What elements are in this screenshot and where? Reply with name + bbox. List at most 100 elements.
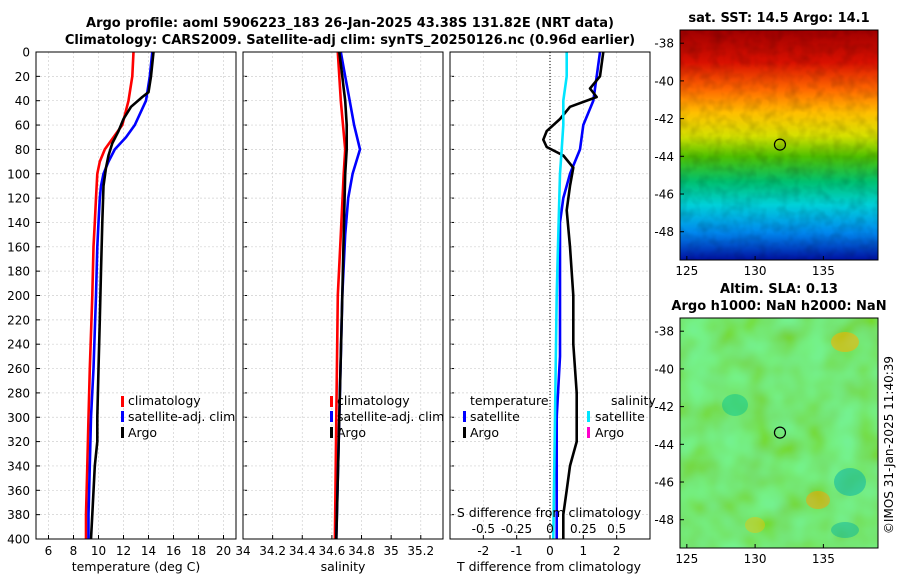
salinity-xlabel: salinity <box>321 559 366 574</box>
depth-tick-label: 40 <box>15 94 30 108</box>
legend3-s-argo-label: Argo <box>595 425 624 440</box>
x-tick-label: 10 <box>91 544 106 558</box>
depth-tick-label: 380 <box>7 508 30 522</box>
figure-title-line2: Climatology: CARS2009. Satellite-adj cli… <box>65 33 635 48</box>
legend2-argo-swatch <box>330 427 333 438</box>
sla-low-blob <box>831 522 859 538</box>
legend2-climatology-swatch <box>330 396 333 407</box>
salinity-frame <box>242 51 444 540</box>
x-tick-label: 8 <box>70 544 78 558</box>
sla-map-title: Altim. SLA: 0.13 <box>720 282 838 297</box>
series-line-argo <box>89 51 155 540</box>
s-tick-label: 0 <box>546 522 554 536</box>
depth-tick-label: 180 <box>7 265 30 279</box>
x-tick-label: 0 <box>546 544 554 558</box>
legend2-satellite-label: satellite-adj. clim <box>337 409 444 424</box>
sla-high-blob <box>831 332 859 352</box>
s-tick-label: 0.5 <box>607 522 626 536</box>
lat-tick-label: -46 <box>654 188 674 202</box>
legend3-s-satellite-swatch <box>587 411 590 422</box>
temperature-xlabel: temperature (deg C) <box>72 559 201 574</box>
sla-texture <box>680 318 878 548</box>
lon-tick-label: 125 <box>675 552 698 566</box>
x-tick-label: 35.2 <box>407 544 434 558</box>
depth-tick-label: 120 <box>7 192 30 206</box>
legend-argo-label: Argo <box>128 425 157 440</box>
depth-tick-label: 360 <box>7 484 30 498</box>
x-tick-label: 34.4 <box>289 544 316 558</box>
difference-legend: temperature salinity satellite Argo sate… <box>463 393 656 440</box>
lat-tick-label: -46 <box>654 476 674 490</box>
salinity-x-axis: 34 34.2 34.4 34.6 34.8 35 35.2 <box>235 535 434 558</box>
legend-satellite-label: satellite-adj. clim <box>128 409 235 424</box>
legend3-argo-swatch <box>463 427 466 438</box>
depth-tick-label: 280 <box>7 386 30 400</box>
sst-map-axes: -38 -40 -42 -44 -46 -48 125 130 135 <box>654 37 834 278</box>
temperature-legend: climatology satellite-adj. clim Argo <box>121 393 235 440</box>
legend-climatology-swatch <box>121 396 124 407</box>
difference-x-axis: -2 -1 0 1 2 -0.5 -0.25 0 0.25 0.5 <box>472 522 627 558</box>
s-difference-label: S difference from climatology <box>457 505 642 520</box>
depth-tick-label: 200 <box>7 289 30 303</box>
x-tick-label: 18 <box>191 544 206 558</box>
depth-tick-label: 0 <box>22 46 30 60</box>
lat-tick-label: -48 <box>654 513 674 527</box>
x-tick-label: 34.8 <box>348 544 375 558</box>
legend3-salinity-heading: salinity <box>611 393 656 408</box>
x-tick-label: 34.2 <box>259 544 286 558</box>
sla-high-blob <box>745 517 765 533</box>
depth-axis: 0 20 40 60 80 100 120 140 160 180 200 220 240 260 280 3… <box>7 46 454 547</box>
x-tick-label: 34 <box>235 544 250 558</box>
series-line-temperature-argo <box>541 51 605 539</box>
difference-series <box>541 51 605 540</box>
depth-tick-label: 320 <box>7 435 30 449</box>
x-tick-label: 6 <box>45 544 53 558</box>
lon-tick-label: 135 <box>812 552 835 566</box>
sst-map-title: sat. SST: 14.5 Argo: 14.1 <box>688 11 869 26</box>
depth-tick-label: 220 <box>7 313 30 327</box>
sst-texture <box>680 30 878 260</box>
series-line-argo <box>335 51 349 540</box>
lat-tick-label: -40 <box>654 74 674 88</box>
legend3-s-argo-swatch <box>587 427 590 438</box>
sla-map: Altim. SLA: 0.13 Argo h1000: NaN h2000: … <box>654 282 886 566</box>
x-tick-label: -2 <box>477 544 489 558</box>
s-tick-label: 0.25 <box>570 522 597 536</box>
temperature-series <box>84 51 155 540</box>
sla-map-axes: -38 -40 -42 -44 -46 -48 125 130 135 <box>654 325 834 566</box>
imos-timestamp: ©IMOS 31-Jan-2025 11:40:39 <box>882 356 896 534</box>
lat-tick-label: -48 <box>654 225 674 239</box>
depth-tick-label: 80 <box>15 143 30 157</box>
series-line-salinity-satellite <box>552 52 569 540</box>
lon-tick-label: 130 <box>744 264 767 278</box>
lon-tick-label: 135 <box>812 264 835 278</box>
s-tick-label: -0.25 <box>501 522 532 536</box>
s-tick-label: -0.5 <box>472 522 495 536</box>
x-tick-label: 16 <box>166 544 181 558</box>
legend3-temperature-heading: temperature <box>470 393 549 408</box>
depth-tick-label: 400 <box>7 533 30 547</box>
lat-tick-label: -42 <box>654 112 674 126</box>
series-line-temperature-satellite <box>555 51 602 539</box>
lat-tick-label: -38 <box>654 325 674 339</box>
x-tick-label: 34.6 <box>319 544 346 558</box>
x-tick-label: 14 <box>141 544 156 558</box>
sla-map-subtitle: Argo h1000: NaN h2000: NaN <box>671 299 886 314</box>
x-tick-label: 12 <box>116 544 131 558</box>
lat-tick-label: -38 <box>654 37 674 51</box>
depth-tick-label: 20 <box>15 70 30 84</box>
difference-xlabel: T difference from climatology <box>456 559 642 574</box>
x-tick-label: 35 <box>384 544 399 558</box>
depth-tick-label: 160 <box>7 240 30 254</box>
argo-location-marker <box>773 138 787 151</box>
depth-tick-label: 140 <box>7 216 30 230</box>
depth-tick-label: 300 <box>7 411 30 425</box>
sla-map-frame <box>679 317 879 549</box>
salinity-legend: climatology satellite-adj. clim Argo <box>330 393 444 440</box>
legend3-t-satellite-label: satellite <box>470 409 520 424</box>
legend2-climatology-label: climatology <box>337 393 410 408</box>
difference-panel: -2 -1 0 1 2 -0.5 -0.25 0 0.25 0.5 T difference fr… <box>449 51 656 574</box>
argo-location-marker <box>773 426 787 439</box>
legend-satellite-swatch <box>121 411 124 422</box>
lat-tick-label: -42 <box>654 400 674 414</box>
